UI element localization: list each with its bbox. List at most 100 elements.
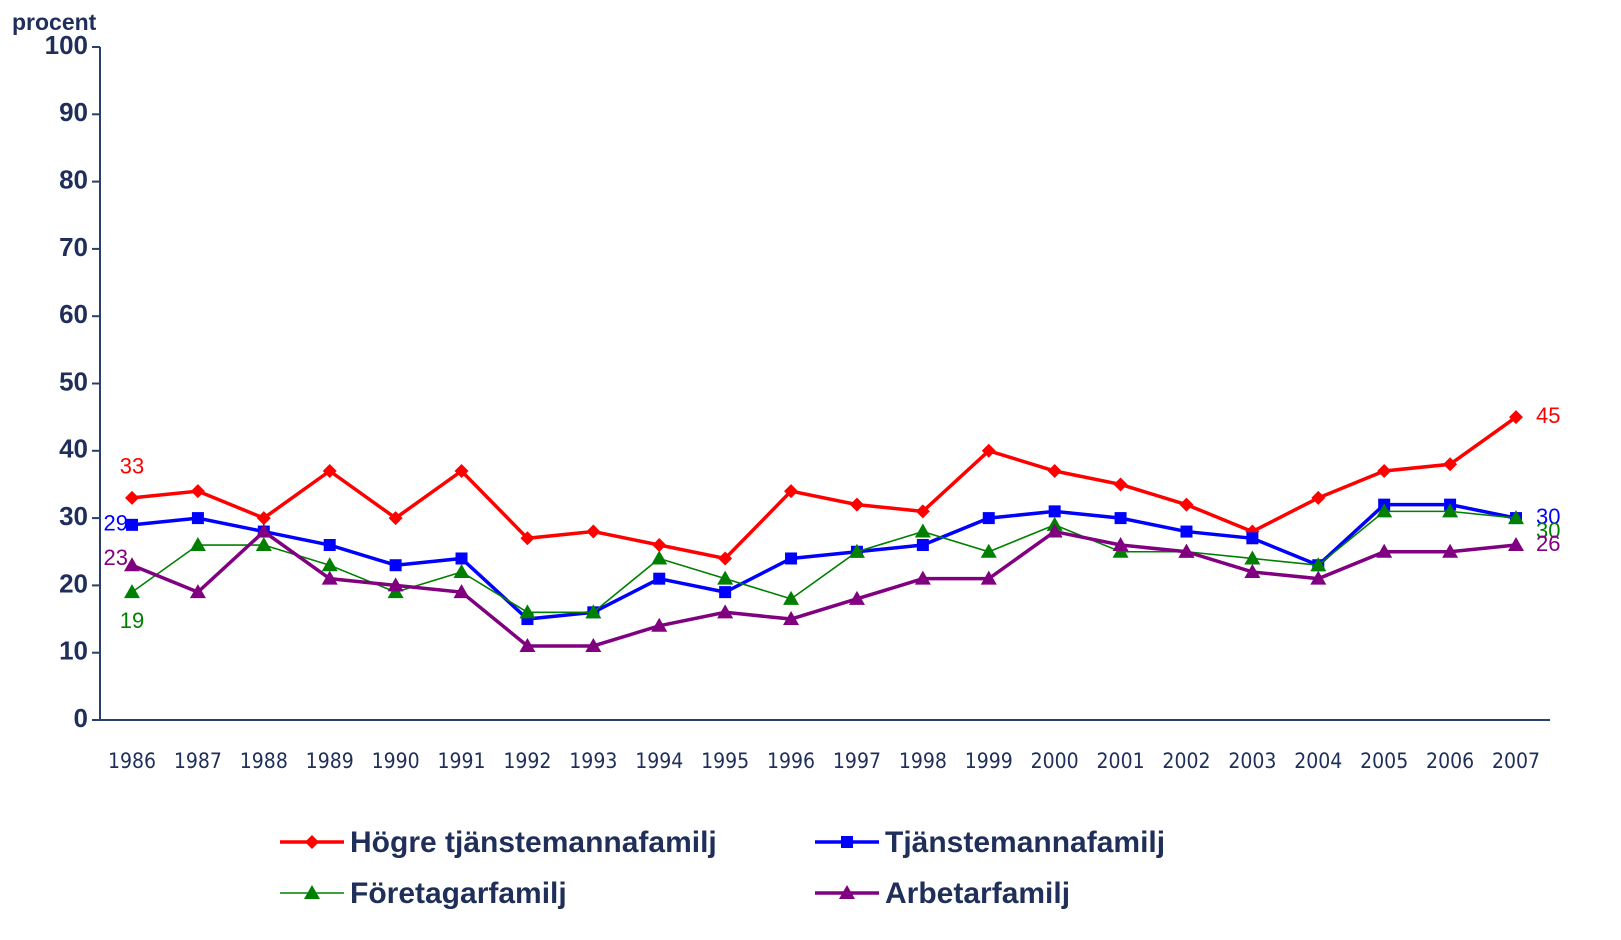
marker (1179, 497, 1194, 512)
marker (191, 512, 204, 525)
marker (322, 463, 337, 478)
marker (982, 512, 995, 525)
marker (321, 570, 338, 585)
y-tick-label: 0 (74, 703, 88, 733)
data-label: 26 (1536, 531, 1560, 556)
marker (914, 523, 931, 538)
x-tick-label: 1987 (174, 749, 222, 773)
x-tick-label: 2001 (1097, 749, 1145, 773)
x-tick-label: 1993 (569, 749, 617, 773)
x-tick-label: 1989 (306, 749, 354, 773)
y-tick-label: 60 (59, 299, 88, 329)
x-tick-label: 1992 (503, 749, 551, 773)
marker (1048, 505, 1061, 518)
marker (190, 484, 205, 499)
x-tick-label: 2000 (1031, 749, 1079, 773)
marker (717, 570, 734, 585)
marker (783, 590, 800, 605)
marker (717, 604, 734, 619)
y-tick-label: 40 (59, 434, 88, 464)
marker (519, 604, 536, 619)
y-tick-label: 30 (59, 501, 88, 531)
data-label: 23 (104, 545, 128, 570)
marker (1113, 477, 1128, 492)
marker (125, 490, 139, 505)
x-tick-label: 1996 (767, 749, 815, 773)
x-tick-label: 1990 (372, 749, 420, 773)
marker (915, 504, 930, 519)
marker (189, 584, 206, 599)
marker (783, 611, 800, 626)
legend-label: Högre tjänstemannafamilj (350, 826, 717, 859)
series-line (131, 510, 1517, 614)
marker (586, 524, 601, 539)
marker (784, 484, 799, 499)
marker (454, 463, 469, 478)
marker (1244, 563, 1261, 578)
marker (124, 584, 140, 599)
marker (1376, 503, 1393, 518)
marker (785, 552, 798, 565)
x-tick-label: 2002 (1162, 749, 1210, 773)
x-tick-label: 1997 (833, 749, 881, 773)
marker (455, 552, 468, 565)
legend-label: Tjänstemannafamilj (885, 826, 1165, 859)
marker (585, 637, 602, 652)
marker (126, 518, 138, 531)
marker (1047, 463, 1062, 478)
marker (1442, 503, 1459, 518)
marker (980, 570, 997, 585)
marker (519, 637, 536, 652)
x-tick-label: 2003 (1228, 749, 1276, 773)
legend-label: Företagarfamilj (350, 877, 567, 910)
marker (585, 604, 602, 619)
marker (388, 511, 403, 526)
data-label: 30 (1536, 518, 1560, 543)
marker (653, 572, 666, 585)
x-tick-label: 1986 (108, 749, 156, 773)
legend-marker (304, 885, 320, 899)
x-tick-label: 1988 (240, 749, 288, 773)
marker (323, 539, 336, 552)
data-label: 19 (120, 608, 144, 633)
data-label: 29 (104, 511, 128, 536)
x-tick-label: 1994 (635, 749, 683, 773)
marker (849, 497, 864, 512)
marker (652, 538, 667, 553)
marker (1178, 543, 1195, 558)
marker (848, 590, 865, 605)
x-tick-label: 1998 (899, 749, 947, 773)
data-label: 33 (120, 454, 144, 479)
marker (255, 537, 272, 552)
marker (255, 523, 272, 538)
marker (1376, 543, 1393, 558)
x-tick-label: 1991 (437, 749, 485, 773)
x-tick-label: 2007 (1492, 749, 1540, 773)
marker (1246, 532, 1259, 545)
y-tick-label: 50 (59, 366, 88, 396)
marker (453, 563, 470, 578)
marker (1114, 512, 1127, 525)
y-tick-label: 20 (59, 568, 88, 598)
marker (1310, 557, 1327, 572)
marker (1509, 410, 1523, 425)
marker (718, 551, 733, 566)
marker (1046, 523, 1063, 538)
y-tick-label: 10 (59, 636, 88, 666)
marker (1244, 550, 1261, 565)
x-tick-label: 2006 (1426, 749, 1474, 773)
marker (719, 586, 732, 599)
marker (916, 539, 929, 552)
data-label: 30 (1536, 504, 1560, 529)
marker (1180, 525, 1193, 538)
marker (256, 511, 271, 526)
marker (453, 584, 470, 599)
y-tick-label: 80 (59, 164, 88, 194)
marker (848, 543, 865, 558)
marker (1112, 537, 1129, 552)
marker (389, 559, 402, 572)
marker (321, 557, 338, 572)
series-line (131, 529, 1517, 648)
legend-label: Arbetarfamilj (885, 877, 1070, 910)
